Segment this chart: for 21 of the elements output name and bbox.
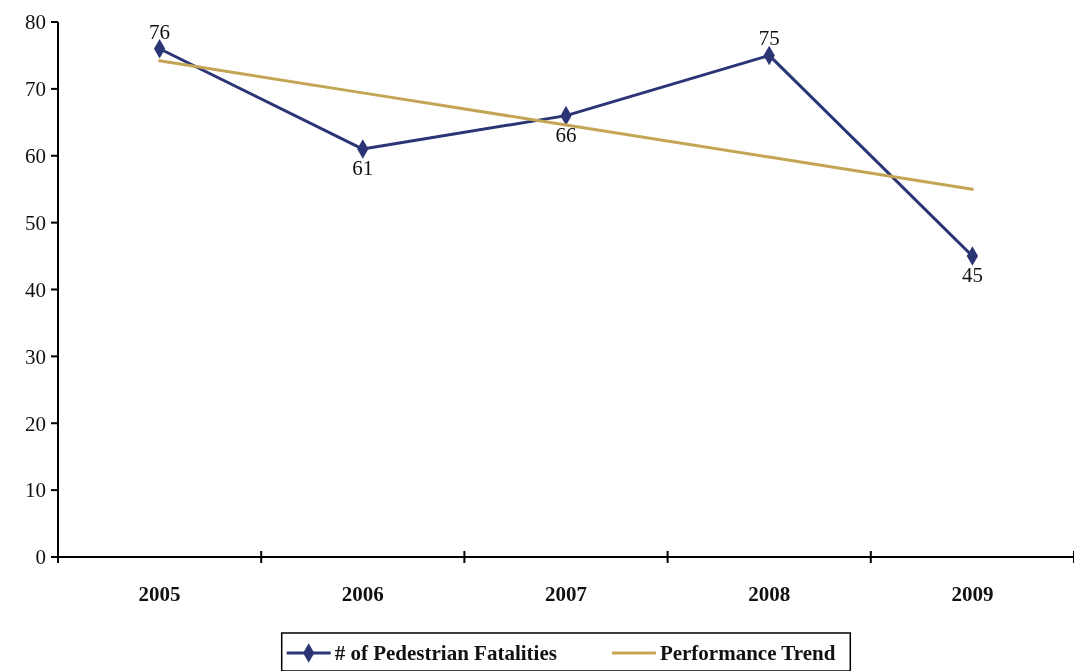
x-tick-label: 2005 bbox=[138, 582, 181, 606]
y-tick-label: 10 bbox=[25, 478, 46, 503]
y-tick-label: 20 bbox=[25, 411, 46, 436]
legend-label: # of Pedestrian Fatalities bbox=[334, 641, 557, 666]
y-tick-label: 50 bbox=[25, 210, 46, 235]
x-tick-label: 2008 bbox=[748, 582, 791, 606]
y-tick-label: 0 bbox=[35, 545, 46, 570]
x-tick-label: 2007 bbox=[545, 582, 587, 606]
data-label: 61 bbox=[352, 156, 374, 181]
data-label: 66 bbox=[555, 122, 577, 147]
y-tick-label: 60 bbox=[25, 144, 46, 169]
y-tick-label: 40 bbox=[25, 277, 46, 302]
data-label: 75 bbox=[758, 26, 780, 51]
x-tick-label: 2006 bbox=[341, 582, 384, 606]
data-label: 45 bbox=[961, 263, 983, 288]
data-label: 76 bbox=[149, 19, 171, 44]
y-tick-label: 70 bbox=[25, 77, 46, 102]
y-tick-label: 80 bbox=[25, 10, 46, 35]
y-tick-label: 30 bbox=[25, 344, 46, 369]
legend-label: Performance Trend bbox=[659, 641, 836, 666]
x-tick-label: 2009 bbox=[951, 582, 994, 606]
